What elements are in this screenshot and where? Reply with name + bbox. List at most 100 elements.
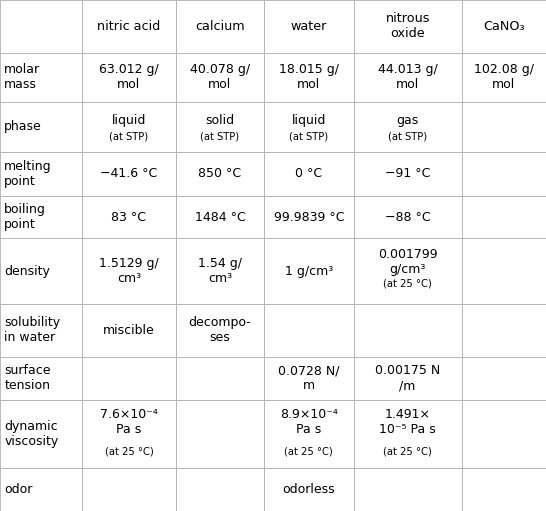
Text: 7.6×10⁻⁴
Pa s: 7.6×10⁻⁴ Pa s: [100, 408, 158, 436]
Bar: [176, 238, 264, 304]
Text: −91 °C: −91 °C: [385, 168, 430, 180]
Bar: [0, 400, 82, 468]
Bar: [264, 357, 354, 400]
Bar: [354, 53, 462, 102]
Text: 1 g/cm³: 1 g/cm³: [284, 265, 333, 277]
Text: (at STP): (at STP): [388, 132, 427, 142]
Text: melting
point: melting point: [4, 160, 52, 188]
Bar: [0, 468, 82, 511]
Bar: [82, 304, 176, 357]
Bar: [462, 468, 546, 511]
Bar: [176, 196, 264, 238]
Bar: [82, 53, 176, 102]
Text: 63.012 g/
mol: 63.012 g/ mol: [99, 63, 159, 91]
Text: 18.015 g/
mol: 18.015 g/ mol: [279, 63, 339, 91]
Bar: [0, 304, 82, 357]
Bar: [354, 0, 462, 53]
Bar: [0, 53, 82, 102]
Bar: [176, 53, 264, 102]
Text: calcium: calcium: [195, 20, 245, 33]
Text: water: water: [290, 20, 327, 33]
Bar: [82, 468, 176, 511]
Text: (at STP): (at STP): [109, 132, 149, 142]
Text: CaNO₃: CaNO₃: [483, 20, 525, 33]
Text: boiling
point: boiling point: [4, 203, 46, 231]
Text: 83 °C: 83 °C: [111, 211, 146, 223]
Bar: [82, 357, 176, 400]
Bar: [462, 357, 546, 400]
Bar: [462, 196, 546, 238]
Bar: [354, 102, 462, 152]
Text: liquid: liquid: [292, 114, 326, 127]
Bar: [82, 0, 176, 53]
Text: 0 °C: 0 °C: [295, 168, 322, 180]
Bar: [354, 196, 462, 238]
Bar: [264, 238, 354, 304]
Text: (at 25 °C): (at 25 °C): [383, 279, 432, 289]
Text: solubility
in water: solubility in water: [4, 316, 61, 344]
Bar: [0, 196, 82, 238]
Bar: [0, 0, 82, 53]
Text: molar
mass: molar mass: [4, 63, 40, 91]
Text: 99.9839 °C: 99.9839 °C: [274, 211, 344, 223]
Bar: [82, 400, 176, 468]
Text: dynamic
viscosity: dynamic viscosity: [4, 420, 58, 448]
Bar: [176, 152, 264, 196]
Text: solid: solid: [205, 114, 234, 127]
Bar: [264, 152, 354, 196]
Bar: [0, 102, 82, 152]
Text: nitric acid: nitric acid: [97, 20, 161, 33]
Text: 40.078 g/
mol: 40.078 g/ mol: [190, 63, 250, 91]
Bar: [462, 0, 546, 53]
Text: density: density: [4, 265, 50, 277]
Bar: [176, 304, 264, 357]
Text: liquid: liquid: [112, 114, 146, 127]
Text: 0.001799
g/cm³: 0.001799 g/cm³: [378, 248, 437, 276]
Bar: [264, 400, 354, 468]
Bar: [264, 196, 354, 238]
Text: 102.08 g/
mol: 102.08 g/ mol: [474, 63, 534, 91]
Bar: [354, 304, 462, 357]
Bar: [354, 152, 462, 196]
Bar: [0, 152, 82, 196]
Text: 44.013 g/
mol: 44.013 g/ mol: [378, 63, 437, 91]
Text: 850 °C: 850 °C: [198, 168, 241, 180]
Bar: [176, 468, 264, 511]
Bar: [462, 53, 546, 102]
Text: phase: phase: [4, 121, 42, 133]
Text: (at 25 °C): (at 25 °C): [104, 446, 153, 456]
Text: −41.6 °C: −41.6 °C: [100, 168, 158, 180]
Bar: [462, 102, 546, 152]
Text: decompo-
ses: decompo- ses: [188, 316, 251, 344]
Bar: [354, 400, 462, 468]
Bar: [354, 238, 462, 304]
Text: odorless: odorless: [282, 483, 335, 496]
Text: odor: odor: [4, 483, 33, 496]
Bar: [264, 0, 354, 53]
Text: 0.0728 N/
m: 0.0728 N/ m: [278, 364, 340, 392]
Bar: [176, 0, 264, 53]
Bar: [0, 238, 82, 304]
Bar: [264, 468, 354, 511]
Bar: [176, 357, 264, 400]
Bar: [264, 304, 354, 357]
Bar: [176, 102, 264, 152]
Bar: [462, 304, 546, 357]
Text: (at 25 °C): (at 25 °C): [284, 446, 333, 456]
Text: (at STP): (at STP): [200, 132, 240, 142]
Bar: [264, 102, 354, 152]
Text: 8.9×10⁻⁴
Pa s: 8.9×10⁻⁴ Pa s: [280, 408, 338, 436]
Text: 1.5129 g/
cm³: 1.5129 g/ cm³: [99, 257, 159, 285]
Text: 1.491×
10⁻⁵ Pa s: 1.491× 10⁻⁵ Pa s: [379, 408, 436, 436]
Bar: [82, 238, 176, 304]
Text: surface
tension: surface tension: [4, 364, 51, 392]
Bar: [462, 238, 546, 304]
Bar: [264, 53, 354, 102]
Bar: [462, 152, 546, 196]
Text: −88 °C: −88 °C: [385, 211, 430, 223]
Text: miscible: miscible: [103, 323, 155, 337]
Bar: [82, 196, 176, 238]
Bar: [462, 400, 546, 468]
Bar: [354, 468, 462, 511]
Bar: [82, 152, 176, 196]
